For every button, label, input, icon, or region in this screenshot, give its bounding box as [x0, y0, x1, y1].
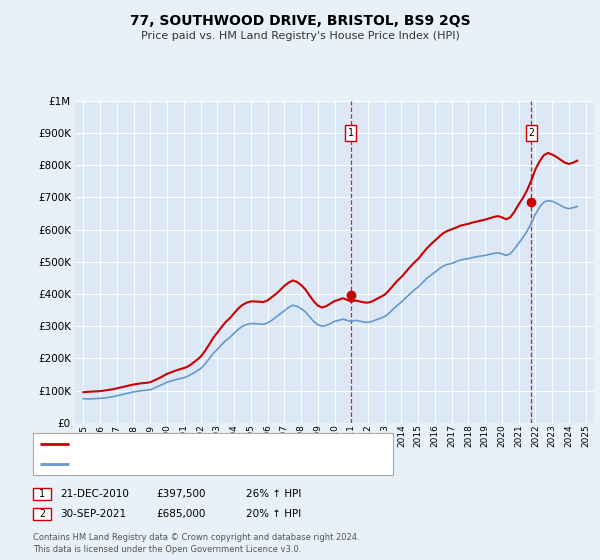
- Text: 2: 2: [39, 509, 45, 519]
- Text: 2: 2: [528, 128, 534, 138]
- Text: 30-SEP-2021: 30-SEP-2021: [60, 509, 126, 519]
- Text: 77, SOUTHWOOD DRIVE, BRISTOL, BS9 2QS: 77, SOUTHWOOD DRIVE, BRISTOL, BS9 2QS: [130, 14, 470, 28]
- Text: 21-DEC-2010: 21-DEC-2010: [60, 489, 129, 499]
- Text: 1: 1: [39, 489, 45, 499]
- Text: 77, SOUTHWOOD DRIVE, BRISTOL, BS9 2QS (detached house): 77, SOUTHWOOD DRIVE, BRISTOL, BS9 2QS (d…: [75, 440, 369, 449]
- Text: 1: 1: [348, 128, 353, 138]
- Text: HPI: Average price, detached house, City of Bristol: HPI: Average price, detached house, City…: [75, 459, 315, 468]
- Text: £685,000: £685,000: [156, 509, 205, 519]
- Text: 26% ↑ HPI: 26% ↑ HPI: [246, 489, 301, 499]
- Text: £397,500: £397,500: [156, 489, 205, 499]
- Text: Price paid vs. HM Land Registry's House Price Index (HPI): Price paid vs. HM Land Registry's House …: [140, 31, 460, 41]
- Text: Contains HM Land Registry data © Crown copyright and database right 2024.
This d: Contains HM Land Registry data © Crown c…: [33, 533, 359, 554]
- Text: 20% ↑ HPI: 20% ↑ HPI: [246, 509, 301, 519]
